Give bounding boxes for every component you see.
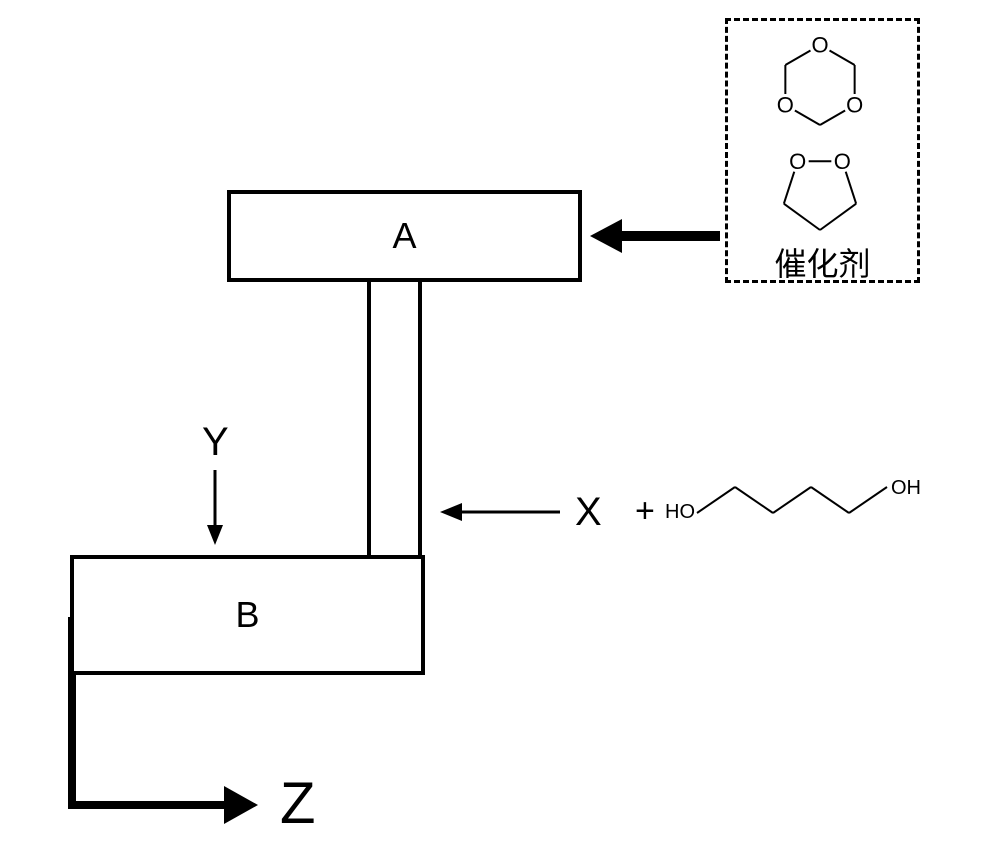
box-b-label: B: [235, 594, 259, 636]
box-a-label: A: [392, 215, 416, 257]
box-b: B: [70, 555, 425, 675]
label-plus: +: [635, 492, 655, 531]
label-x: X: [575, 490, 602, 535]
catalyst-label: 催化剂: [725, 239, 920, 285]
connector-ab: [367, 282, 422, 560]
box-a: A: [227, 190, 582, 282]
hydroxyl-label: OH: [891, 477, 921, 499]
hydroxyl-label: HO: [665, 501, 695, 523]
label-z: Z: [280, 770, 315, 837]
label-y: Y: [202, 420, 229, 465]
